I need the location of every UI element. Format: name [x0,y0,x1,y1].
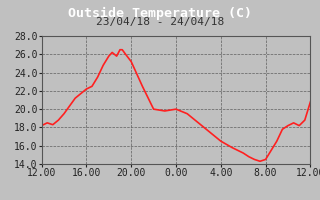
Text: Outside Temperature (C): Outside Temperature (C) [68,6,252,20]
Text: 23/04/18 - 24/04/18: 23/04/18 - 24/04/18 [96,17,224,27]
